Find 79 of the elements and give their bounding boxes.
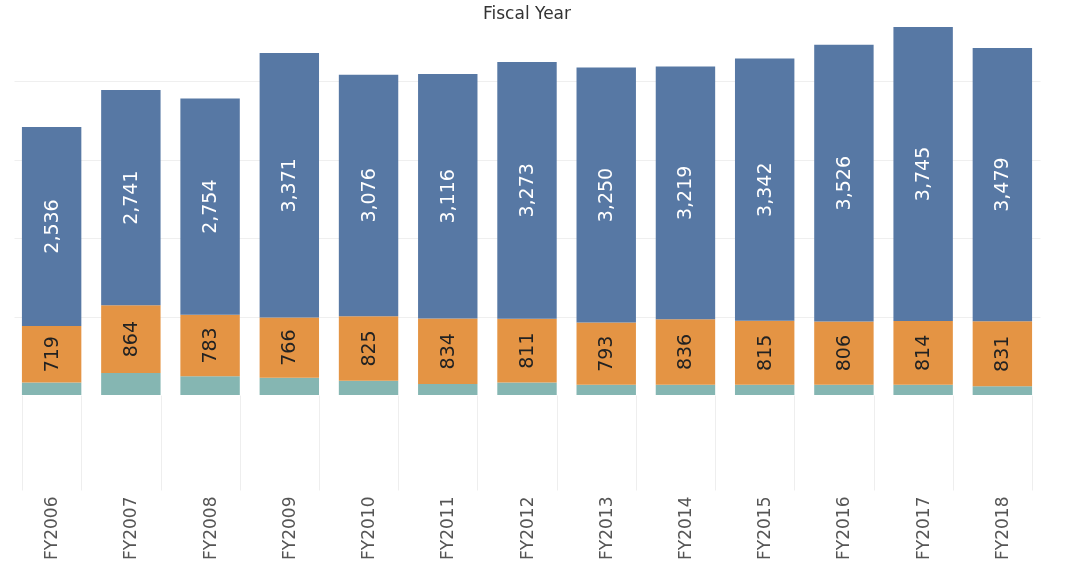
bar xyxy=(814,44,874,322)
data-label: 811 xyxy=(515,332,537,369)
bar xyxy=(21,382,82,395)
data-label: 806 xyxy=(831,335,854,372)
data-label: 815 xyxy=(752,334,775,371)
bar xyxy=(418,318,478,385)
data-label: 3,371 xyxy=(277,158,300,213)
bar xyxy=(101,373,161,395)
data-label: 3,219 xyxy=(673,165,696,221)
bar xyxy=(338,380,399,395)
data-label: 3,076 xyxy=(356,168,379,223)
chart-title: Fiscal Year xyxy=(482,3,572,23)
data-label: 3,250 xyxy=(594,167,617,223)
bar xyxy=(497,382,557,395)
bar xyxy=(338,74,399,317)
x-tick-label: FY2011 xyxy=(437,496,458,560)
bar xyxy=(576,322,636,385)
x-tick-label: FY2018 xyxy=(991,496,1012,560)
bar xyxy=(893,320,953,385)
x-tick-label: FY2009 xyxy=(278,496,299,560)
data-label: 3,526 xyxy=(831,155,854,211)
data-label: 793 xyxy=(594,335,617,372)
bar xyxy=(814,321,874,385)
data-label: 3,116 xyxy=(435,169,458,224)
bar xyxy=(259,53,320,318)
x-tick-label: FY2014 xyxy=(674,496,695,560)
data-label: 3,479 xyxy=(990,157,1013,212)
bar xyxy=(972,321,1033,387)
data-label: 831 xyxy=(990,335,1013,372)
data-label: 825 xyxy=(356,330,379,367)
bar xyxy=(180,98,240,315)
data-label: 3,273 xyxy=(515,163,537,218)
bar xyxy=(814,384,874,395)
x-tick-label: FY2016 xyxy=(833,496,854,560)
x-tick-label: FY2006 xyxy=(41,496,62,560)
bar xyxy=(655,319,716,385)
data-label: 814 xyxy=(911,334,934,371)
bar xyxy=(21,326,82,383)
bar xyxy=(655,384,716,395)
data-label: 3,745 xyxy=(911,146,934,202)
bar xyxy=(497,318,557,383)
bar xyxy=(101,90,161,306)
bar xyxy=(180,376,240,395)
x-tick-label: FY2008 xyxy=(199,496,220,560)
data-label: 2,741 xyxy=(118,170,141,225)
x-tick-label: FY2015 xyxy=(754,496,775,560)
data-label: 836 xyxy=(673,333,696,371)
data-label: 719 xyxy=(39,336,62,373)
bar xyxy=(893,27,953,321)
x-tick-label: FY2013 xyxy=(595,496,616,560)
bar xyxy=(21,126,82,327)
data-label: 2,536 xyxy=(39,199,62,254)
bar xyxy=(972,48,1033,322)
bar xyxy=(259,377,320,395)
bar xyxy=(734,384,795,395)
bar xyxy=(338,316,399,381)
bar xyxy=(259,317,320,378)
data-label: 766 xyxy=(277,329,300,366)
x-tick-label: FY2010 xyxy=(358,496,379,560)
data-label: 3,342 xyxy=(752,162,775,217)
data-label: 864 xyxy=(118,320,141,358)
bar xyxy=(972,386,1033,395)
bar xyxy=(734,58,795,321)
bar xyxy=(893,384,953,395)
x-tick-label: FY2017 xyxy=(912,496,933,560)
x-tick-label: FY2012 xyxy=(516,496,537,560)
bar xyxy=(576,384,636,395)
data-label: 834 xyxy=(435,333,458,370)
data-label: 2,754 xyxy=(198,179,221,234)
bar xyxy=(576,67,636,323)
bar xyxy=(101,305,161,374)
x-tick-label: FY2007 xyxy=(120,496,141,560)
bar xyxy=(655,66,716,320)
data-label: 783 xyxy=(198,327,221,364)
bar xyxy=(418,384,478,395)
bar xyxy=(497,61,557,319)
bar xyxy=(734,320,795,385)
bar xyxy=(418,74,478,319)
bar xyxy=(180,314,240,377)
